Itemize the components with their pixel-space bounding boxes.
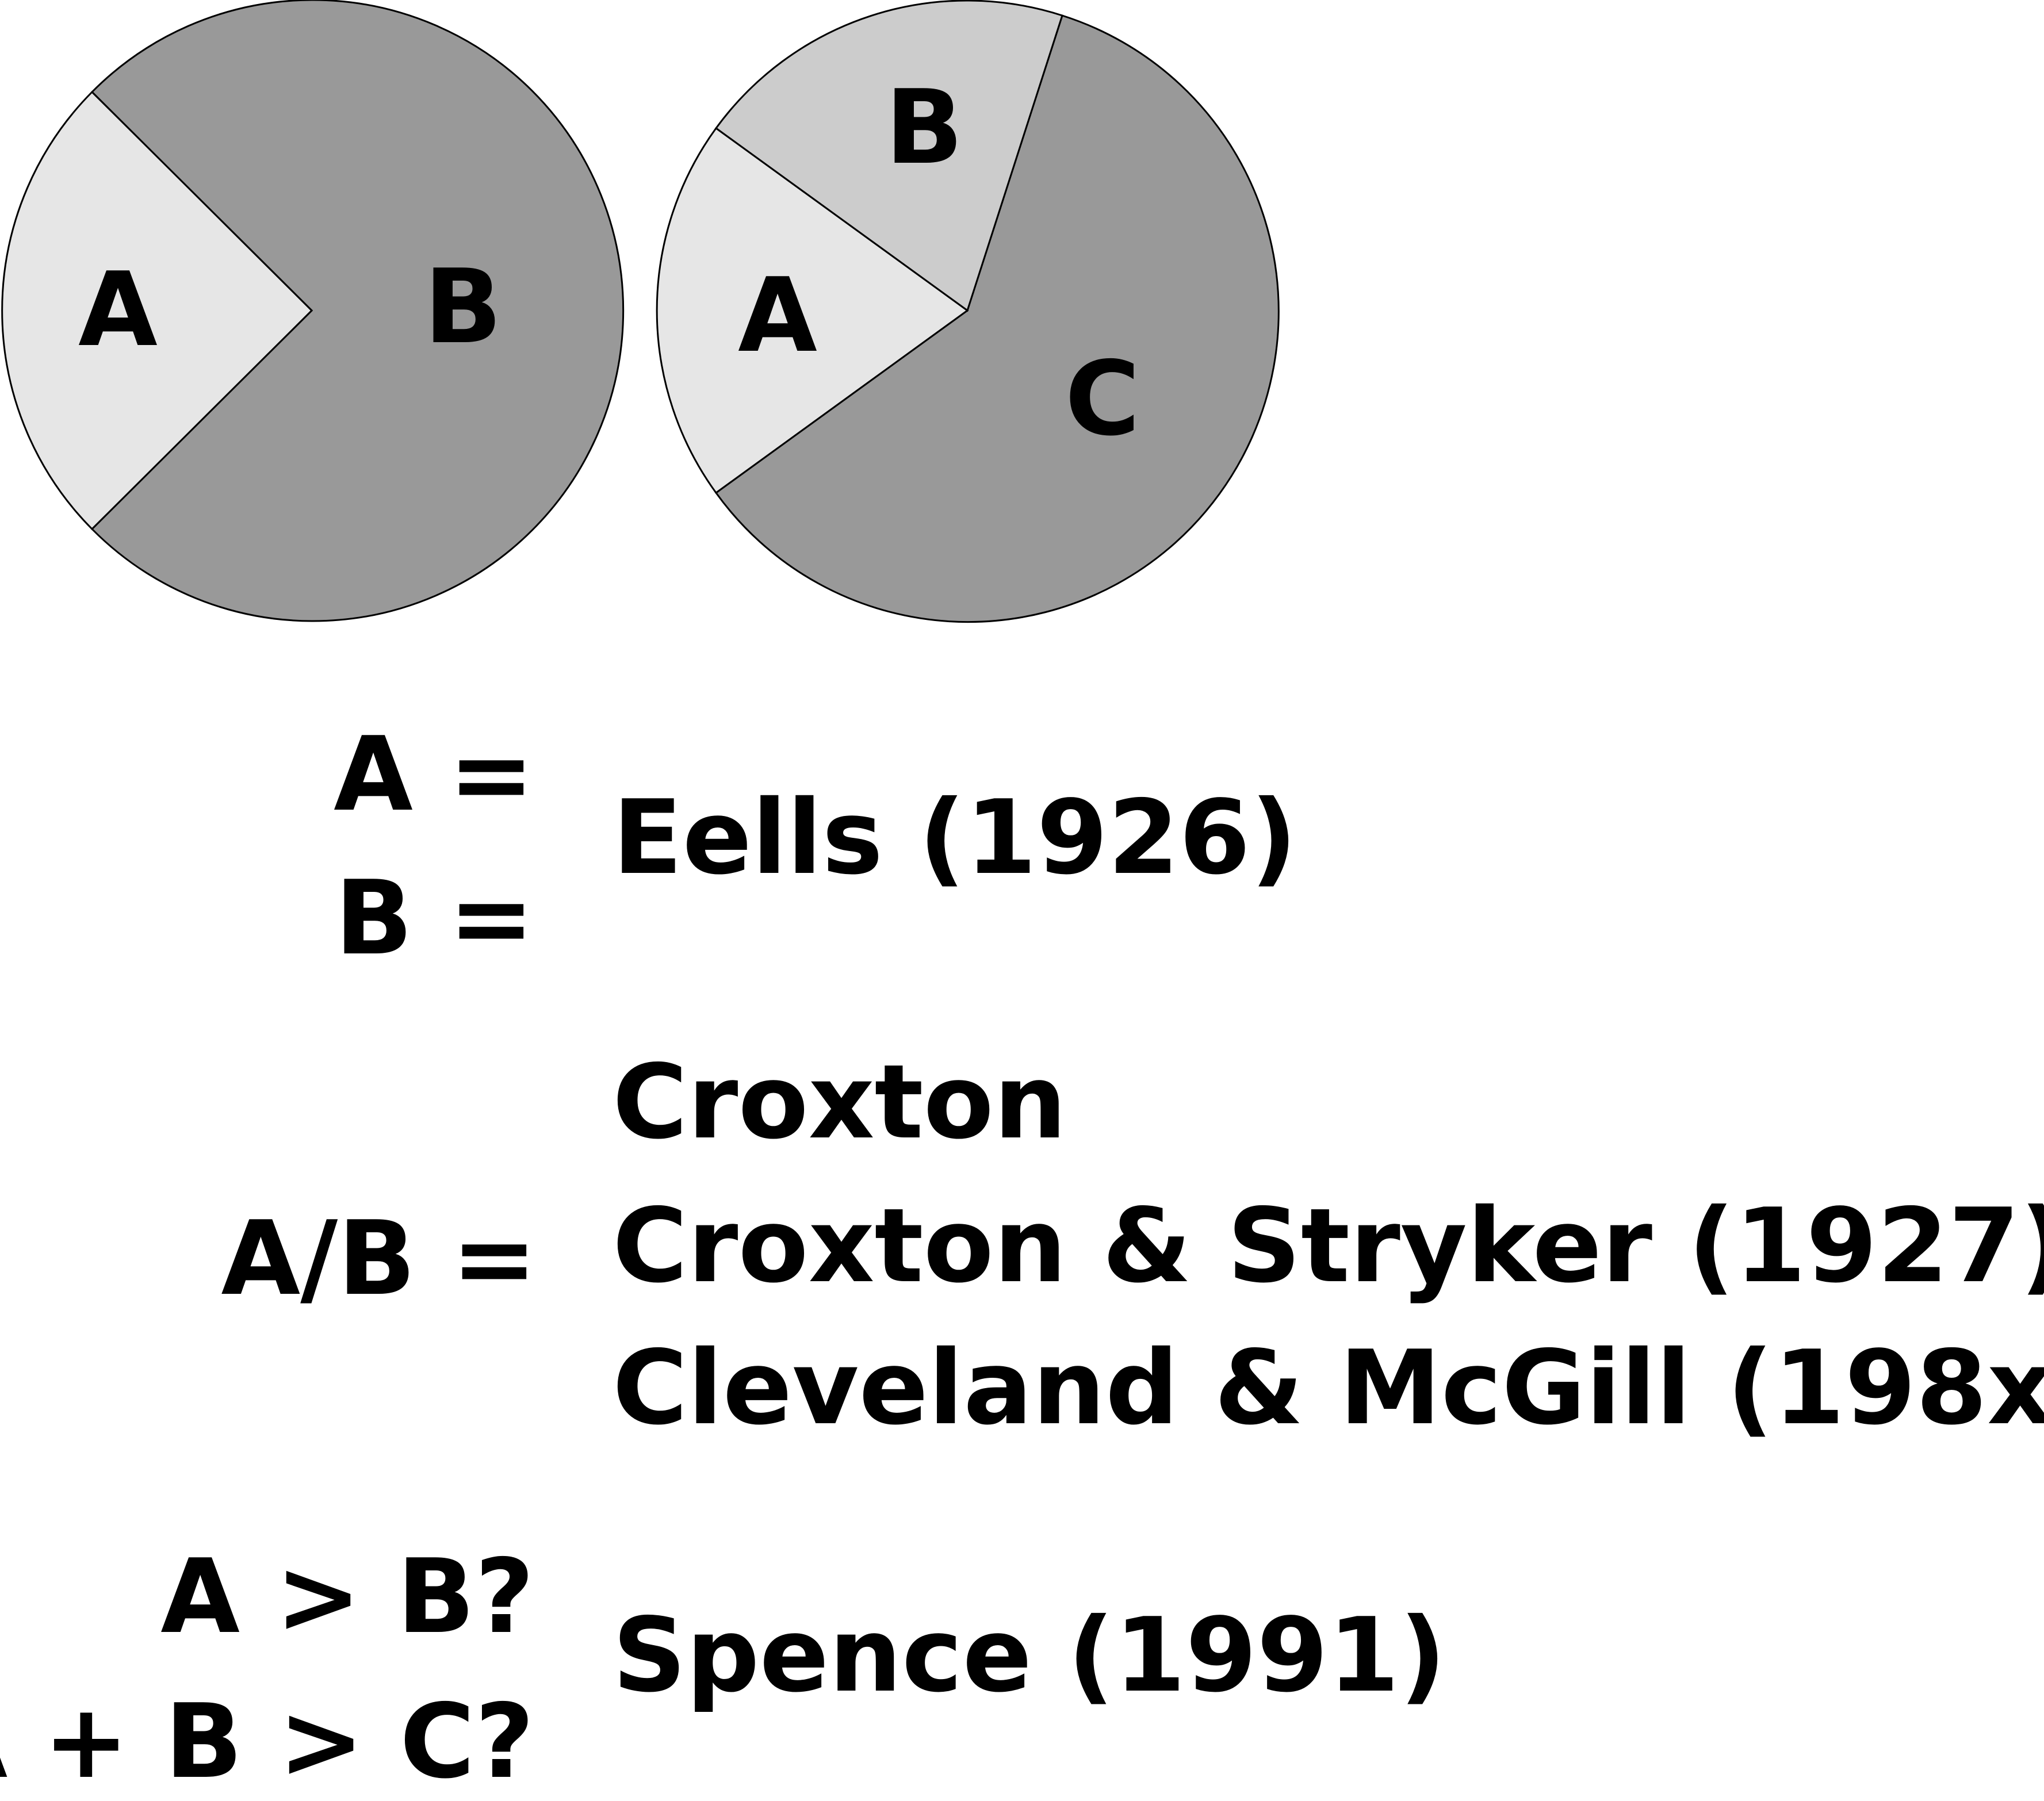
pie-diagrams: A B A B C xyxy=(1,0,1280,623)
pie-left-label-b: B xyxy=(424,247,502,366)
eells-left-line-1: A = xyxy=(334,715,534,834)
croxton-citation-2: Croxton & Stryker (1927) xyxy=(613,1186,2044,1305)
pie-right-label-b: B xyxy=(885,68,963,187)
pie-left-slice-a xyxy=(1,90,313,531)
pie-right-slice-b xyxy=(714,0,1063,312)
croxton-left: A/B = xyxy=(221,1199,537,1318)
eells-citation: Eells (1926) xyxy=(613,778,1297,897)
pie-right-label-a: A xyxy=(738,256,817,375)
pie-left-slice-b xyxy=(90,0,625,622)
pie-right: A B C xyxy=(656,0,1280,623)
spence-left-line-1: A > B? xyxy=(160,1537,534,1656)
pie-right-slice-a xyxy=(656,127,969,495)
croxton-citation-1: Croxton xyxy=(613,1043,1067,1162)
spence-citation: Spence (1991) xyxy=(613,1596,1446,1715)
pie-left: A B xyxy=(1,0,625,622)
spence-left-line-2: A + B > C? xyxy=(0,1682,534,1801)
pie-right-label-c: C xyxy=(1065,339,1140,458)
pie-right-slice-c xyxy=(714,14,1280,623)
croxton-citation-3: Cleveland & McGill (198x) xyxy=(613,1328,2044,1447)
pie-left-label-a: A xyxy=(78,250,158,369)
eells-left-line-2: B = xyxy=(335,859,534,978)
